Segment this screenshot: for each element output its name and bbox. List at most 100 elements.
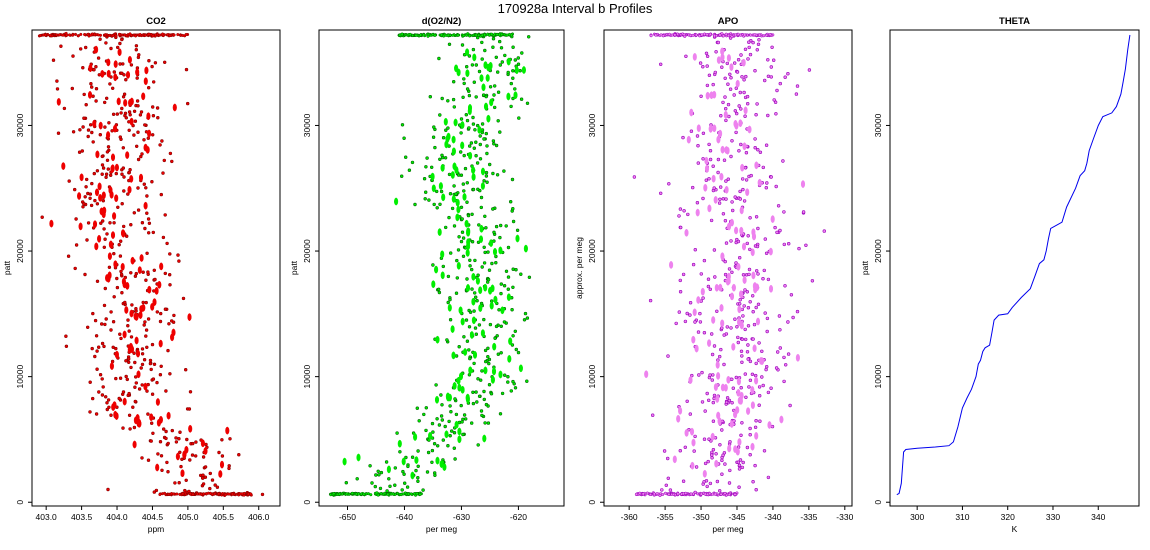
data-point bbox=[146, 412, 150, 416]
data-point bbox=[147, 85, 151, 90]
data-point bbox=[775, 350, 780, 354]
data-point bbox=[470, 421, 474, 425]
data-point bbox=[124, 34, 129, 38]
data-point bbox=[431, 135, 436, 139]
data-point bbox=[762, 78, 767, 83]
data-point bbox=[414, 468, 418, 473]
data-point bbox=[121, 62, 125, 66]
data-point bbox=[710, 456, 714, 460]
data-point bbox=[720, 53, 725, 62]
data-point bbox=[134, 336, 139, 345]
data-point bbox=[682, 209, 686, 213]
data-point bbox=[457, 345, 461, 349]
data-point bbox=[125, 377, 130, 382]
data-point bbox=[754, 488, 758, 492]
data-point bbox=[83, 45, 88, 50]
data-point bbox=[469, 331, 474, 339]
data-point bbox=[486, 346, 490, 350]
data-point bbox=[414, 33, 418, 37]
data-point bbox=[648, 298, 653, 303]
data-point bbox=[711, 316, 716, 324]
data-point bbox=[395, 431, 399, 435]
data-point bbox=[692, 449, 696, 453]
data-point bbox=[727, 481, 732, 485]
data-point bbox=[468, 144, 472, 148]
data-point bbox=[134, 307, 138, 311]
data-point bbox=[81, 65, 85, 70]
data-point bbox=[506, 275, 511, 279]
data-point bbox=[51, 58, 56, 62]
data-point bbox=[730, 208, 735, 213]
data-point bbox=[146, 112, 151, 121]
data-point bbox=[705, 91, 710, 100]
data-point bbox=[200, 439, 205, 448]
data-point bbox=[475, 400, 479, 404]
x-tick-label: -330 bbox=[836, 512, 853, 522]
data-point bbox=[449, 251, 453, 255]
data-point bbox=[107, 405, 111, 409]
data-point bbox=[690, 185, 695, 190]
data-point bbox=[511, 285, 515, 289]
data-point bbox=[466, 213, 471, 218]
data-point bbox=[142, 182, 147, 186]
data-point bbox=[150, 303, 155, 311]
data-point bbox=[734, 261, 738, 265]
data-point bbox=[507, 32, 512, 36]
data-point bbox=[471, 297, 476, 306]
data-point bbox=[184, 32, 188, 37]
data-point bbox=[94, 334, 99, 338]
data-point bbox=[133, 399, 138, 404]
data-point bbox=[774, 112, 778, 116]
data-point bbox=[718, 129, 723, 138]
data-marks bbox=[896, 34, 1131, 496]
data-point bbox=[699, 492, 703, 496]
data-point bbox=[159, 192, 164, 197]
data-point bbox=[800, 180, 806, 188]
data-point bbox=[470, 63, 475, 67]
data-point bbox=[106, 69, 111, 78]
data-point bbox=[702, 469, 707, 478]
data-point bbox=[667, 492, 671, 496]
data-point bbox=[148, 358, 153, 363]
data-point bbox=[104, 175, 108, 180]
data-point bbox=[82, 116, 86, 120]
data-point bbox=[720, 472, 724, 476]
data-point bbox=[768, 247, 773, 256]
data-point bbox=[108, 173, 113, 178]
data-point bbox=[661, 34, 665, 38]
data-point bbox=[723, 462, 727, 466]
data-point bbox=[398, 450, 402, 454]
data-point bbox=[374, 473, 378, 477]
data-point bbox=[133, 119, 138, 123]
data-point bbox=[494, 324, 499, 329]
data-point bbox=[95, 169, 100, 173]
data-point bbox=[751, 337, 755, 341]
data-point bbox=[447, 303, 452, 312]
panel-title: THETA bbox=[999, 16, 1030, 27]
data-point bbox=[172, 33, 176, 37]
data-point bbox=[742, 142, 747, 151]
x-tick-label: -650 bbox=[339, 512, 356, 522]
data-point bbox=[742, 78, 746, 82]
data-point bbox=[719, 113, 723, 118]
data-point bbox=[678, 225, 683, 230]
data-point bbox=[164, 436, 168, 441]
data-point bbox=[737, 104, 741, 108]
data-point bbox=[741, 242, 747, 251]
data-point bbox=[451, 195, 456, 203]
data-point bbox=[765, 181, 769, 185]
data-point bbox=[480, 40, 484, 45]
data-point bbox=[719, 347, 723, 352]
data-point bbox=[64, 344, 69, 348]
data-point bbox=[756, 148, 760, 152]
data-point bbox=[702, 331, 707, 335]
data-point bbox=[655, 492, 659, 496]
data-point bbox=[106, 487, 110, 492]
data-point bbox=[746, 343, 750, 347]
data-point bbox=[660, 488, 664, 492]
data-point bbox=[168, 34, 172, 38]
data-point bbox=[724, 241, 729, 245]
data-point bbox=[459, 403, 463, 408]
data-point bbox=[700, 287, 705, 296]
data-point bbox=[708, 125, 713, 133]
